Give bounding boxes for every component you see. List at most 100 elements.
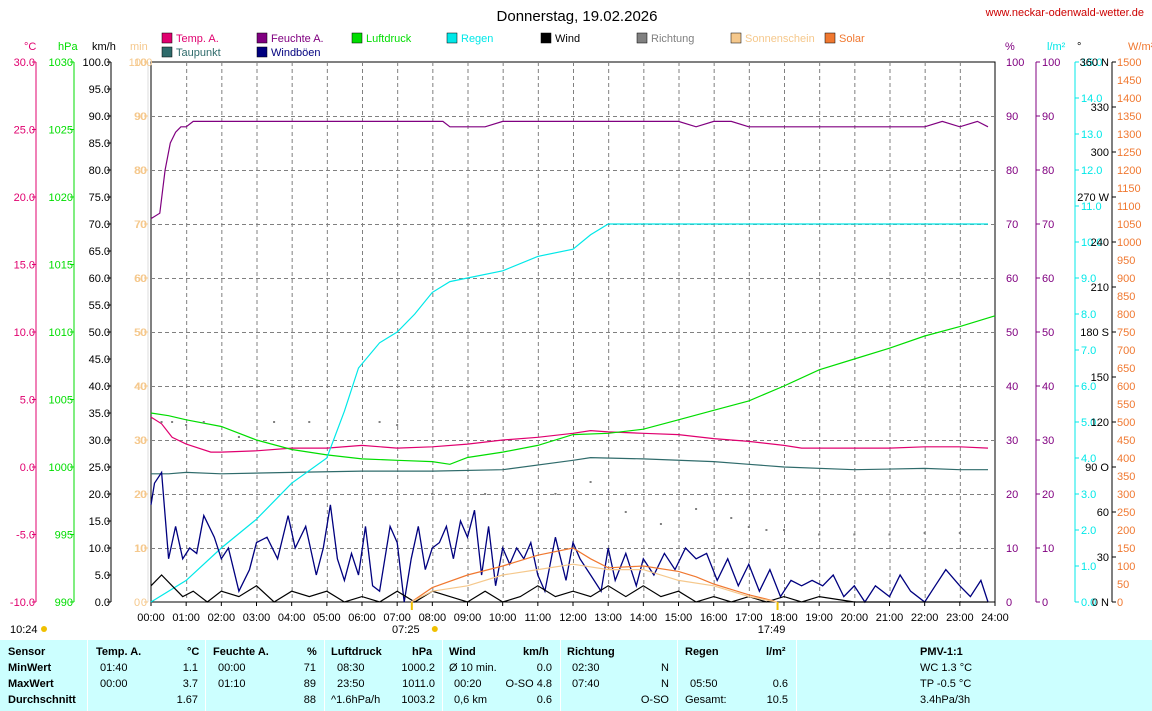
pressure-tick-label: 995 (55, 530, 73, 542)
direction-point (431, 493, 434, 495)
direction-tick-label: 60 (1097, 507, 1109, 519)
pressure-tick-label: 1005 (49, 395, 73, 407)
direction-tick-label: 120 (1091, 417, 1109, 429)
direction-point (659, 523, 662, 525)
direction-point (396, 424, 399, 426)
stats-row-label: MaxWert (8, 678, 54, 690)
stats-cell: 1003.2 (401, 694, 435, 706)
series-line-sonnenschein (410, 563, 778, 603)
stats-cell: Gesamt: (685, 694, 727, 706)
stats-cell: O-SO (640, 694, 669, 706)
pressure-tick-label: 1015 (49, 260, 73, 272)
rain-tick-label: 8.0 (1081, 309, 1096, 321)
humidity-inner-tick-label: 80 (1006, 165, 1018, 177)
humidity-tick-label: 0 (1042, 597, 1048, 609)
direction-point (818, 533, 821, 536)
humidity-tick-label: 10 (1042, 543, 1054, 555)
x-tick-label: 21:00 (876, 612, 904, 624)
square-icon (730, 32, 742, 44)
series-line-temp-a- (150, 416, 989, 453)
sunshine-tick-label: 20 (135, 489, 147, 501)
direction-point (160, 421, 163, 423)
plot-area (150, 120, 996, 604)
wind-tick-label: 85.0 (89, 138, 110, 150)
stats-cell: WC 1.3 °C (920, 662, 973, 674)
solar-tick-label: 1400 (1117, 93, 1141, 105)
square-icon (540, 32, 552, 44)
x-tick-label: 13:00 (594, 612, 622, 624)
solar-tick-label: 1200 (1117, 165, 1141, 177)
temp-tick-label: 30.0 (14, 57, 35, 69)
direction-tick-label: 0 N (1092, 597, 1109, 609)
wind-tick-label: 95.0 (89, 84, 110, 96)
stats-cell: 1.67 (176, 694, 198, 706)
stats-header-press-unit: hPa (412, 646, 433, 658)
series-line-wind (150, 574, 988, 603)
stats-cell: O-SO 4.8 (505, 678, 552, 690)
legend-label: Taupunkt (176, 47, 221, 59)
stats-cell: 02:30 (572, 662, 600, 674)
legend-label: Richtung (651, 33, 694, 45)
solar-tick-label: 1050 (1117, 219, 1141, 231)
legend-item: Taupunkt (161, 46, 221, 59)
rain-tick-label: 11.0 (1081, 201, 1102, 213)
temp-tick-label: 25.0 (14, 125, 35, 137)
rain-tick-label: 5.0 (1081, 417, 1096, 429)
stats-header-dir: Richtung (567, 646, 615, 658)
stats-cell: N (661, 678, 669, 690)
stats-cell: 3.7 (182, 678, 198, 690)
stats-cell: 3.4hPa/3h (920, 694, 971, 706)
axis-unit-labels: °C hPa km/h min% l/m² ° W/m² (24, 41, 1152, 53)
humidity-inner-tick-label: 30 (1006, 435, 1018, 447)
wind-tick-label: 0.0 (95, 597, 110, 609)
legend-label: Temp. A. (176, 33, 219, 45)
stats-header-wind: Wind (449, 646, 476, 658)
humidity-inner-tick-label: 100 (1006, 57, 1024, 69)
sunset-label: 17:49 (758, 624, 786, 636)
x-tick-label: 24:00 (981, 612, 1009, 624)
solar-tick-label: 500 (1117, 417, 1135, 429)
sunshine-tick-label: 70 (135, 219, 147, 231)
pressure-tick-label: 1000 (49, 462, 73, 474)
stats-cell: TP -0.5 °C (920, 678, 972, 690)
humidity-inner-tick-label: 90 (1006, 111, 1018, 123)
wind-tick-label: 10.0 (89, 543, 110, 555)
stats-header-wind-unit: km/h (523, 646, 549, 658)
direction-point (695, 508, 698, 510)
solar-tick-label: 1100 (1117, 201, 1141, 213)
temp-tick-label: 15.0 (14, 260, 35, 272)
direction-point (624, 511, 627, 513)
stats-cell: 1011.0 (402, 678, 435, 690)
wind-tick-label: 5.0 (95, 570, 110, 582)
stats-row-label: MinWert (8, 662, 52, 674)
site-link[interactable]: www.neckar-odenwald-wetter.de (985, 7, 1144, 19)
stats-row-label: Durchschnitt (8, 694, 76, 706)
solar-tick-label: 400 (1117, 453, 1135, 465)
solar-tick-label: 1450 (1117, 75, 1141, 87)
stats-header-temp: Temp. A. (96, 646, 142, 658)
square-icon (256, 46, 268, 58)
direction-point (783, 529, 785, 531)
direction-point (273, 421, 276, 423)
x-tick-label: 16:00 (700, 612, 728, 624)
x-tick-label: 09:00 (454, 612, 482, 624)
stats-cell: 00:00 (218, 662, 246, 674)
rain-tick-label: 3.0 (1081, 489, 1096, 501)
sunshine-inner-tick-label: 80 (134, 165, 146, 177)
stats-cell: 71 (303, 662, 316, 674)
x-tick-label: 14:00 (630, 612, 658, 624)
sunshine-inner-tick-label: 50 (134, 327, 146, 339)
humidity-inner-tick-label: 70 (1006, 219, 1018, 231)
sunshine-tick-label: 30 (135, 435, 147, 447)
legend-label: Feuchte A. (271, 33, 324, 45)
humidity-tick-label: 70 (1042, 219, 1054, 231)
solar-tick-label: 550 (1117, 399, 1135, 411)
direction-point (185, 424, 188, 426)
stats-cell: 10.5 (766, 694, 788, 706)
sunshine-tick-label: 80 (135, 165, 147, 177)
stats-cell: Ø 10 min. (449, 662, 497, 674)
rain-tick-label: 0.0 (1081, 597, 1096, 609)
solar-tick-label: 950 (1117, 255, 1135, 267)
wind-tick-label: 40.0 (89, 381, 110, 393)
wind-tick-label: 70.0 (89, 219, 110, 231)
